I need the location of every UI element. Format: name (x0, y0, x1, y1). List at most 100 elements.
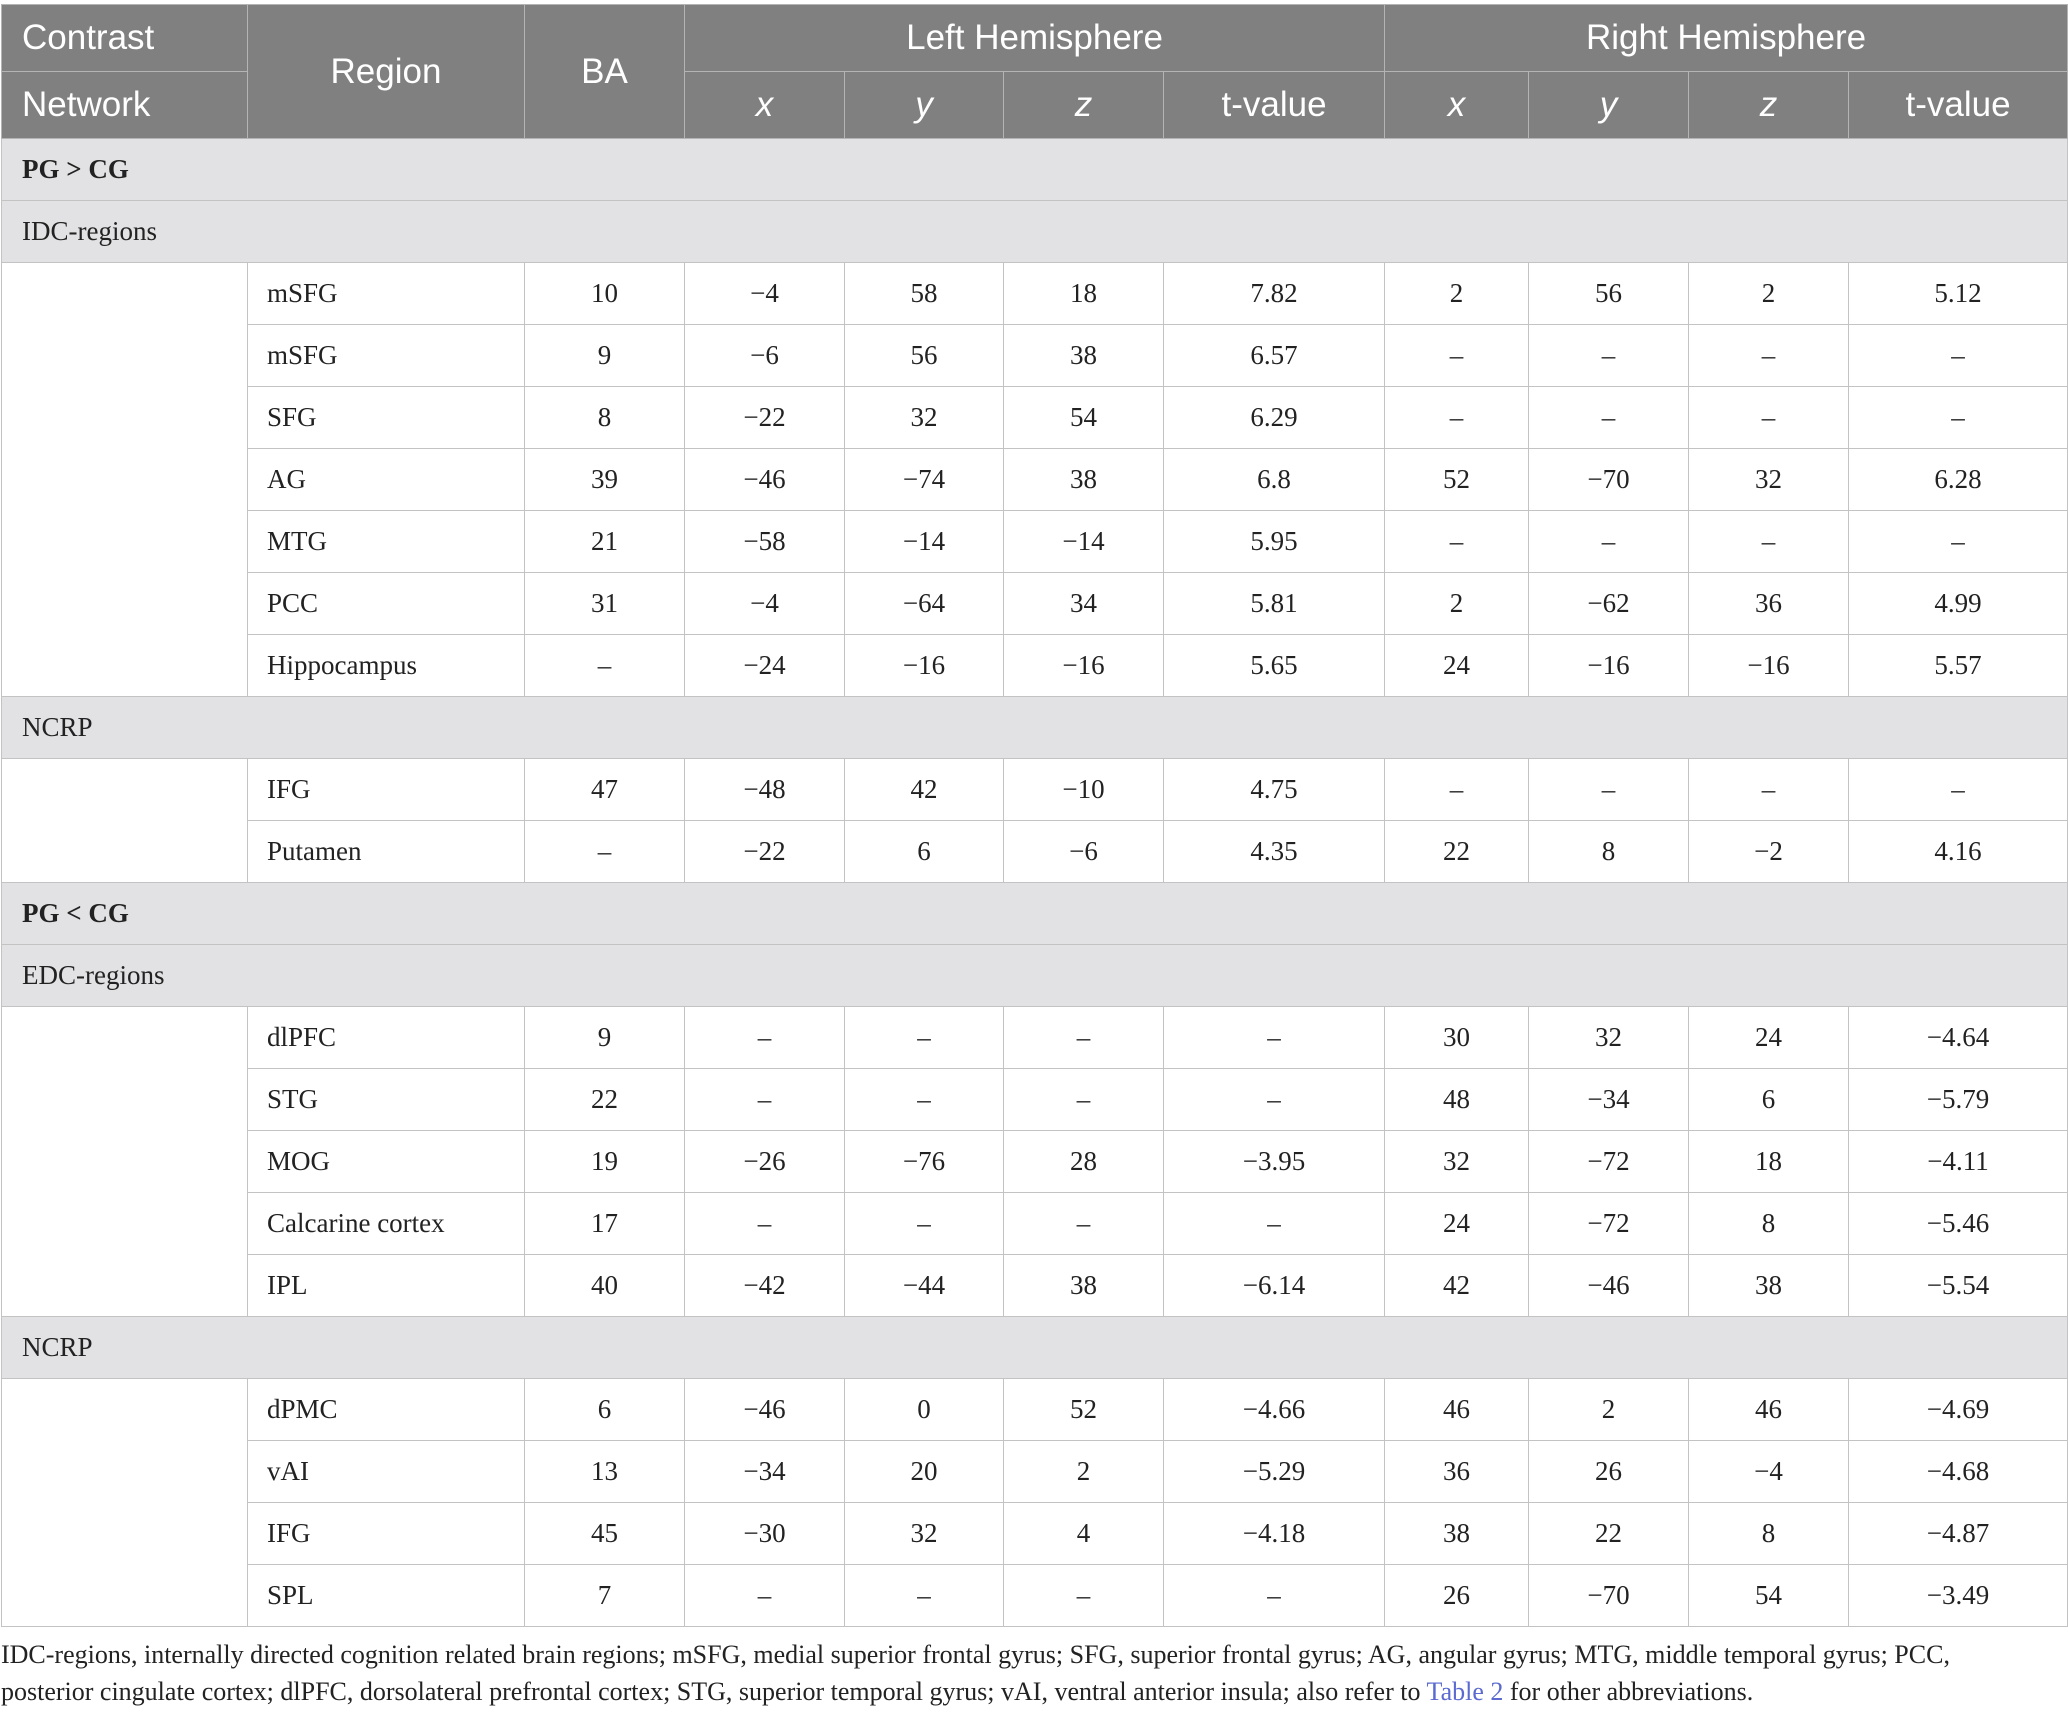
left-y-cell: 42 (844, 758, 1004, 821)
ba-cell: – (524, 634, 685, 697)
ba-cell: 31 (524, 572, 685, 635)
ba-cell: 40 (524, 1254, 685, 1317)
network-row: NCRP (0, 1316, 2068, 1379)
region-cell: mSFG (247, 262, 525, 325)
header-region: Region (247, 4, 525, 139)
region-cell: vAI (247, 1440, 525, 1503)
right-y-cell: −72 (1528, 1192, 1690, 1255)
table-row: mSFG 9 −6 56 38 6.57– – – – (1, 324, 2068, 387)
left-x-cell: – (684, 1564, 845, 1627)
empty-network-cell (1, 1068, 248, 1131)
table-2-link[interactable]: Table 2 (1426, 1677, 1504, 1706)
right-x-cell: 24 (1384, 634, 1530, 697)
table-row: Hippocampus – −24 −16 −16 5.65 24 −16 −16 5.57 (1, 634, 2068, 697)
table-row: PCC 31 −4 −64 34 5.81 2 −62 36 4.99 (1, 572, 2068, 635)
ba-cell: 21 (524, 510, 685, 573)
left-t-cell: 4.75 (1162, 758, 1386, 821)
table-row: mSFG 10 −4 58 18 7.82 2 56 2 5.12 (1, 262, 2068, 325)
right-x-cell: 48 (1384, 1068, 1530, 1131)
ba-cell: 19 (524, 1130, 685, 1193)
left-t-cell: – (1162, 1006, 1386, 1069)
region-cell: PCC (247, 572, 525, 635)
right-y-cell: −72 (1528, 1130, 1690, 1193)
table-row: Calcarine cortex 17– – – –24 −72 8 −5.46 (1, 1192, 2068, 1255)
left-x-cell: −46 (684, 448, 845, 511)
left-x-cell: −22 (684, 820, 845, 883)
right-y-cell: 8 (1528, 820, 1690, 883)
right-y-cell: – (1528, 324, 1690, 387)
table-row: MOG 19 −26 −76 28 −3.95 32 −72 18 −4.11 (1, 1130, 2068, 1193)
left-y-cell: – (844, 1068, 1004, 1131)
right-z-cell: – (1688, 324, 1850, 387)
left-t-cell: 6.8 (1162, 448, 1386, 511)
header-left-x: x (684, 71, 845, 139)
left-t-cell: 7.82 (1162, 262, 1386, 325)
right-x-cell: 2 (1384, 262, 1530, 325)
left-y-cell: 6 (844, 820, 1004, 883)
table-row: SFG 8 −22 32 54 6.29– – – – (1, 386, 2068, 449)
left-z-cell: 38 (1003, 324, 1164, 387)
header-contrast: Contrast (1, 4, 248, 72)
ba-cell: 47 (524, 758, 685, 821)
left-y-cell: −74 (844, 448, 1004, 511)
left-t-cell: −4.18 (1162, 1502, 1386, 1565)
left-x-cell: −4 (684, 572, 845, 635)
left-y-cell: −44 (844, 1254, 1004, 1317)
contrast-row: PG < CG (0, 882, 2068, 945)
left-z-cell: −6 (1003, 820, 1164, 883)
left-t-cell: – (1162, 1068, 1386, 1131)
left-x-cell: −46 (684, 1378, 845, 1441)
table-row: dPMC 6 −46 0 52 −4.66 46 2 46 −4.69 (1, 1378, 2068, 1441)
left-y-cell: 0 (844, 1378, 1004, 1441)
left-t-cell: −4.66 (1162, 1378, 1386, 1441)
left-z-cell: −10 (1003, 758, 1164, 821)
right-z-cell: – (1688, 386, 1850, 449)
ba-cell: 9 (524, 324, 685, 387)
region-cell: SFG (247, 386, 525, 449)
empty-network-cell (1, 1440, 248, 1503)
right-t-cell: −4.64 (1848, 1006, 2068, 1069)
table-row: IFG 47 −48 42 −10 4.75– – – – (1, 758, 2068, 821)
left-z-cell: 38 (1003, 448, 1164, 511)
network-label: EDC-regions (0, 944, 2068, 1007)
ba-cell: 7 (524, 1564, 685, 1627)
right-z-cell: – (1688, 510, 1850, 573)
region-cell: mSFG (247, 324, 525, 387)
right-z-cell: 8 (1688, 1502, 1850, 1565)
left-x-cell: – (684, 1068, 845, 1131)
empty-network-cell (1, 1378, 248, 1441)
table-row: Putamen – −22 6 −6 4.35 22 8 −2 4.16 (1, 820, 2068, 883)
right-y-cell: – (1528, 758, 1690, 821)
right-x-cell: – (1384, 324, 1530, 387)
right-t-cell: −4.11 (1848, 1130, 2068, 1193)
right-x-cell: 30 (1384, 1006, 1530, 1069)
header-left-y: y (844, 71, 1004, 139)
header-left-t: t-value (1162, 71, 1386, 139)
footnote-text: IDC-regions, internally directed cogniti… (1, 1640, 1950, 1706)
left-y-cell: −76 (844, 1130, 1004, 1193)
right-x-cell: 22 (1384, 820, 1530, 883)
table-row: vAI 13 −34 20 2 −5.29 36 26 −4 −4.68 (1, 1440, 2068, 1503)
right-t-cell: 5.57 (1848, 634, 2068, 697)
region-cell: dPMC (247, 1378, 525, 1441)
region-cell: dlPFC (247, 1006, 525, 1069)
contrast-label: PG < CG (0, 882, 2068, 945)
right-z-cell: – (1688, 758, 1850, 821)
right-y-cell: −70 (1528, 448, 1690, 511)
right-z-cell: −2 (1688, 820, 1850, 883)
right-z-cell: 8 (1688, 1192, 1850, 1255)
left-x-cell: – (684, 1192, 845, 1255)
left-y-cell: 20 (844, 1440, 1004, 1503)
left-x-cell: −26 (684, 1130, 845, 1193)
header-right-z: z (1688, 71, 1850, 139)
ba-cell: 45 (524, 1502, 685, 1565)
header-left-z: z (1003, 71, 1164, 139)
table-row: IFG 45 −30 32 4 −4.18 38 22 8 −4.87 (1, 1502, 2068, 1565)
right-t-cell: – (1848, 324, 2068, 387)
region-cell: STG (247, 1068, 525, 1131)
network-label: IDC-regions (0, 200, 2068, 263)
empty-network-cell (1, 572, 248, 635)
region-cell: MOG (247, 1130, 525, 1193)
right-t-cell: 5.12 (1848, 262, 2068, 325)
